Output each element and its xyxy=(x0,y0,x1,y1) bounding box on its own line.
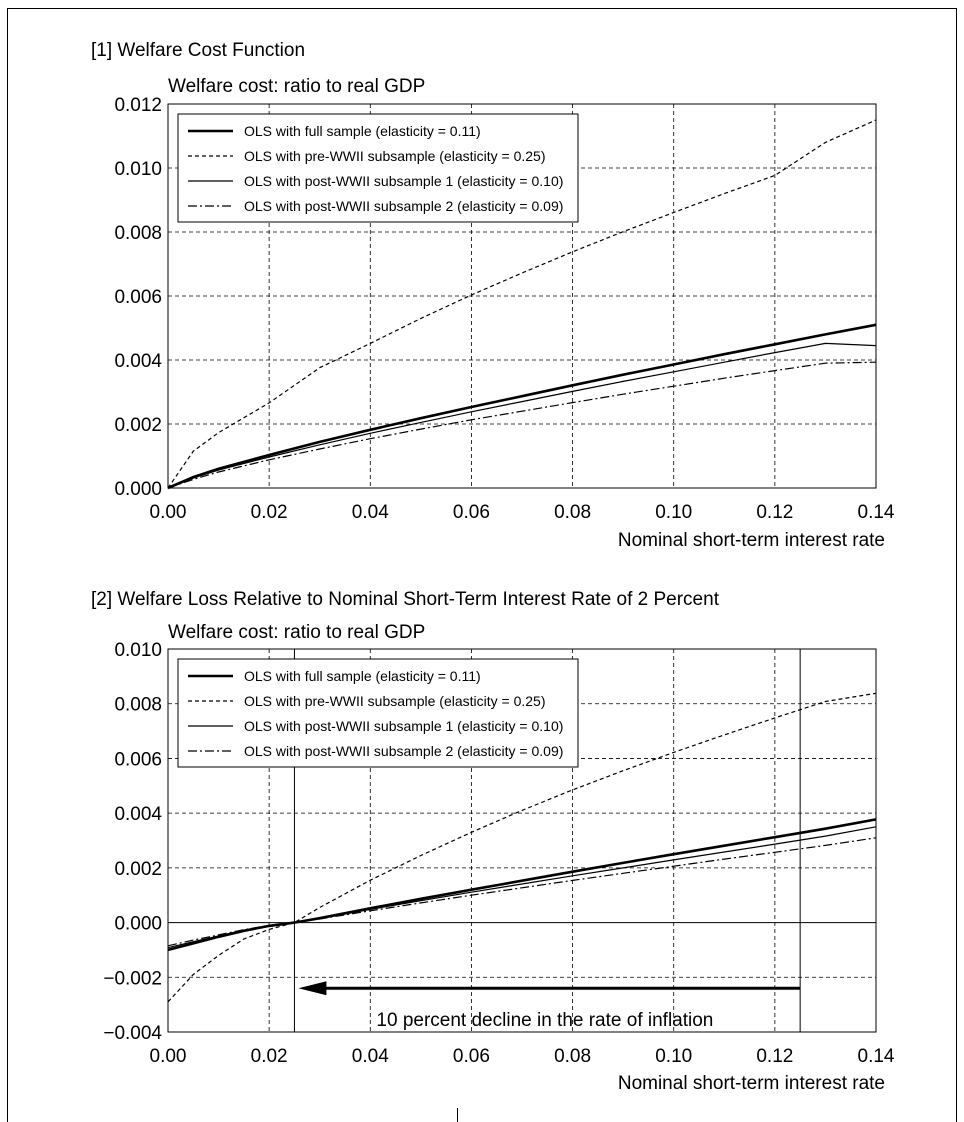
chart2-legend-label-3: OLS with post-WWII subsample 1 (elastici… xyxy=(244,718,563,734)
chart2-annotation: 10 percent decline in the rate of inflat… xyxy=(376,1010,713,1031)
chart2-x-tick-label: 0.12 xyxy=(756,1046,793,1067)
chart2-x-tick-label: 0.04 xyxy=(352,1046,389,1067)
chart1-y-tick-label: 0.004 xyxy=(114,351,162,372)
chart2-y-tick-label: 0.006 xyxy=(114,749,162,770)
figure-frame xyxy=(7,8,957,1122)
chart1-x-tick-label: 0.02 xyxy=(251,502,288,523)
chart2-arrow-head xyxy=(298,981,327,996)
chart1-x-tick-label: 0.04 xyxy=(352,502,389,523)
chart1-series-line-2 xyxy=(167,119,877,489)
chart2-y-tick-label: 0.004 xyxy=(114,804,162,825)
chart2-legend-label-4: OLS with post-WWII subsample 2 (elastici… xyxy=(244,743,563,759)
chart1-y-tick-label: 0.006 xyxy=(114,287,162,308)
chart2-x-tick-label: 0.06 xyxy=(453,1046,490,1067)
chart1-plot: 0.00 0.02 0.04 0.06 0.08 0.10 0.12 0.14 0.000 0.0… xyxy=(114,95,895,523)
chart1-x-tick-label: 0.12 xyxy=(756,502,793,523)
chart2-series-line-2 xyxy=(167,692,877,1003)
chart2-x-tick-label: 0.02 xyxy=(251,1046,288,1067)
chart2-x-tick-label: 0.08 xyxy=(554,1046,591,1067)
chart1-title: [1] Welfare Cost Function xyxy=(91,40,306,61)
chart2-series-line-1 xyxy=(167,818,877,952)
chart1-x-tick-label: 0.14 xyxy=(858,502,895,523)
chart2-x-tick-label: 0.00 xyxy=(150,1046,187,1067)
chart1-y-tick-label: 0.012 xyxy=(114,95,162,116)
frame-divider xyxy=(457,1108,458,1122)
chart1-series-line-4 xyxy=(167,361,877,489)
chart1-series-line-3 xyxy=(167,342,877,489)
chart1-y-tick-label: 0.008 xyxy=(114,223,162,244)
chart2-y-tick-label: 0.010 xyxy=(114,640,162,661)
chart2-xlabel: Nominal short-term interest rate xyxy=(617,1073,885,1094)
chart1-y-tick-label: 0.010 xyxy=(114,159,162,180)
chart2-series-line-4 xyxy=(167,837,877,947)
chart1-y-tick-label: 0.000 xyxy=(114,479,162,500)
chart1-legend-label-1: OLS with full sample (elasticity = 0.11) xyxy=(244,123,481,139)
chart1-legend-label-4: OLS with post-WWII subsample 2 (elastici… xyxy=(244,198,563,214)
chart2-legend-label-1: OLS with full sample (elasticity = 0.11) xyxy=(244,668,481,684)
chart1-x-tick-label: 0.10 xyxy=(655,502,692,523)
chart2-x-tick-label: 0.10 xyxy=(655,1046,692,1067)
chart1-x-tick-label: 0.08 xyxy=(554,502,591,523)
chart1-x-tick-label: 0.06 xyxy=(453,502,490,523)
chart2-x-tick-label: 0.14 xyxy=(858,1046,895,1067)
chart1-ylabel: Welfare cost: ratio to real GDP xyxy=(168,76,426,97)
chart1-legend-box xyxy=(177,113,579,223)
chart1-x-tick-label: 0.00 xyxy=(150,502,187,523)
chart2-y-tick-label: 0.002 xyxy=(114,859,162,880)
chart2-plot-border xyxy=(167,648,877,1033)
chart2-y-tick-label: −0.004 xyxy=(103,1023,162,1044)
chart2-y-tick-label: 0.008 xyxy=(114,695,162,716)
chart2-y-tick-label: −0.002 xyxy=(103,968,162,989)
chart1-y-tick-label: 0.002 xyxy=(114,415,162,436)
chart2-legend-label-2: OLS with pre-WWII subsample (elasticity … xyxy=(244,693,546,709)
chart2-title: [2] Welfare Loss Relative to Nominal Sho… xyxy=(91,589,719,610)
chart1-series-line-1 xyxy=(167,323,877,490)
chart1-legend-label-2: OLS with pre-WWII subsample (elasticity … xyxy=(244,148,546,164)
chart2-ylabel: Welfare cost: ratio to real GDP xyxy=(168,622,426,643)
chart1-legend-label-3: OLS with post-WWII subsample 1 (elastici… xyxy=(244,173,563,189)
chart2-y-tick-label: 0.000 xyxy=(114,914,162,935)
chart2-legend-box xyxy=(177,658,579,768)
chart1-xlabel: Nominal short-term interest rate xyxy=(617,530,885,551)
